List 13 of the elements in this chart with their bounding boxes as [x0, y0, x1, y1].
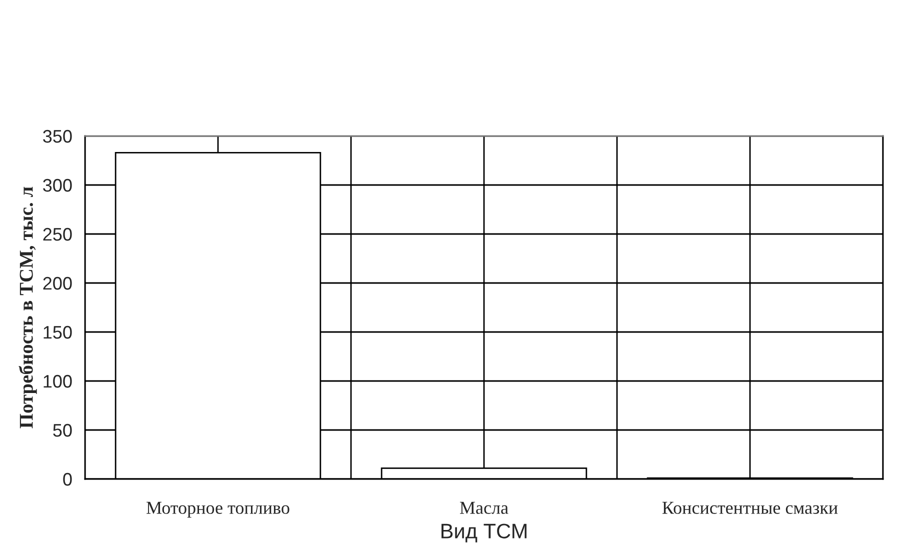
x-tick-label: Масла [460, 502, 508, 514]
x-tick-label: Консистентные смазки [662, 502, 838, 514]
y-tick-label: 0 [63, 472, 72, 486]
x-axis-title: Вид ТСМ [442, 524, 526, 542]
y-tick-label: 300 [43, 178, 72, 192]
y-tick-label: 150 [44, 326, 72, 339]
y-tick-label: 350 [43, 130, 72, 143]
y-tick-label: 200 [43, 276, 72, 290]
y-tick-label: 50 [53, 424, 72, 437]
y-tick-label: 250 [43, 228, 72, 241]
y-axis-title: Потребность в ТСМ, тыс. л [18, 186, 37, 428]
x-tick-label: Моторное топливо [146, 502, 290, 518]
y-tick-label: 100 [44, 374, 72, 388]
